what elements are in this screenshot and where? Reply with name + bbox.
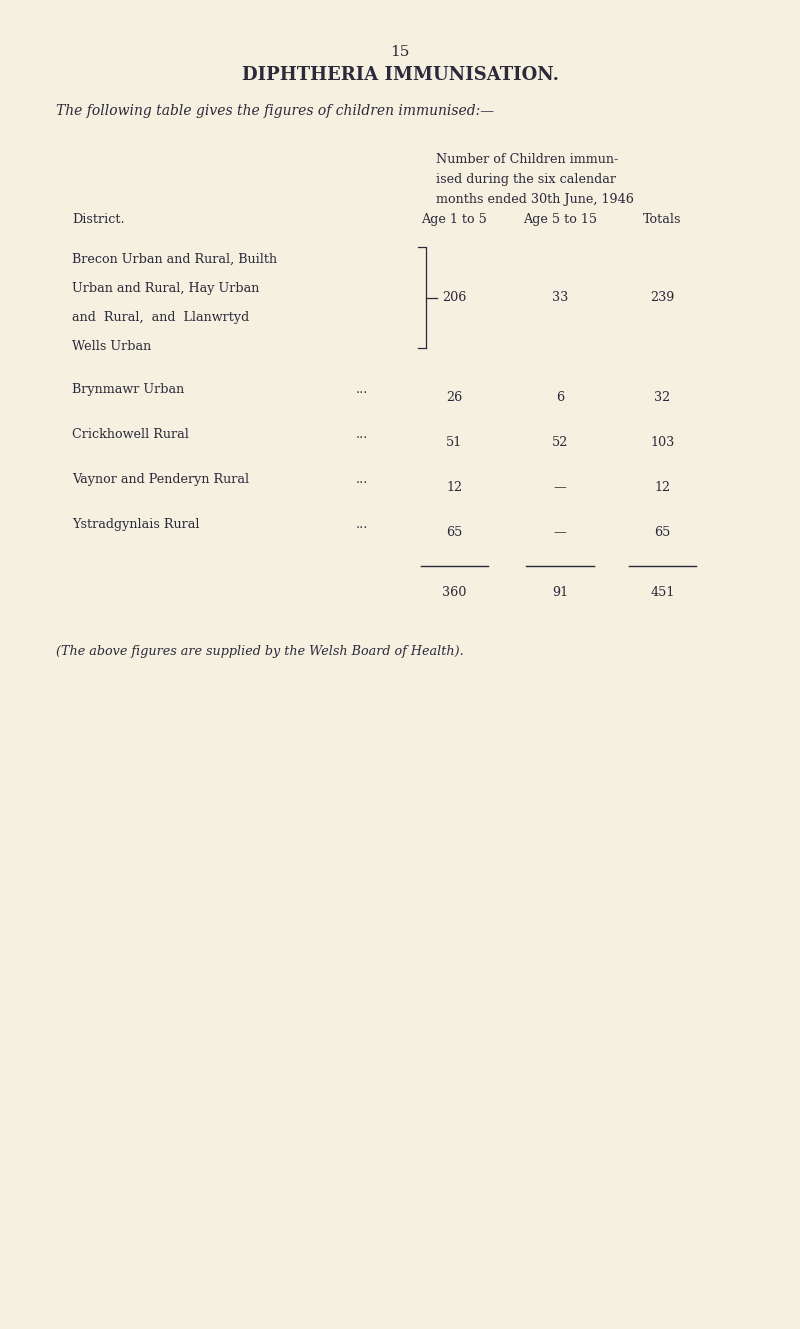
Text: ...: ... (356, 428, 368, 441)
Text: ...: ... (356, 383, 368, 396)
Text: 15: 15 (390, 45, 410, 60)
Text: (The above figures are supplied by the Welsh Board of Health).: (The above figures are supplied by the W… (56, 645, 464, 658)
Text: 103: 103 (650, 436, 674, 449)
Text: —: — (554, 481, 566, 494)
Text: Urban and Rural, Hay Urban: Urban and Rural, Hay Urban (72, 282, 259, 295)
Text: 26: 26 (446, 391, 462, 404)
Text: 451: 451 (650, 586, 674, 599)
Text: DIPHTHERIA IMMUNISATION.: DIPHTHERIA IMMUNISATION. (242, 66, 558, 85)
Text: 12: 12 (446, 481, 462, 494)
Text: 51: 51 (446, 436, 462, 449)
Text: 32: 32 (654, 391, 670, 404)
Text: 65: 65 (654, 526, 670, 540)
Text: 239: 239 (650, 291, 674, 304)
Text: Crickhowell Rural: Crickhowell Rural (72, 428, 189, 441)
Text: Age 5 to 15: Age 5 to 15 (523, 213, 597, 226)
Text: Vaynor and Penderyn Rural: Vaynor and Penderyn Rural (72, 473, 249, 486)
Text: 33: 33 (552, 291, 568, 304)
Text: Age 1 to 5: Age 1 to 5 (422, 213, 487, 226)
Text: ised during the six calendar: ised during the six calendar (436, 173, 616, 186)
Text: Brynmawr Urban: Brynmawr Urban (72, 383, 184, 396)
Text: 65: 65 (446, 526, 462, 540)
Text: 6: 6 (556, 391, 564, 404)
Text: Brecon Urban and Rural, Builth: Brecon Urban and Rural, Builth (72, 253, 277, 266)
Text: Totals: Totals (643, 213, 682, 226)
Text: months ended 30th June, 1946: months ended 30th June, 1946 (436, 193, 634, 206)
Text: Ystradgynlais Rural: Ystradgynlais Rural (72, 518, 199, 532)
Text: 206: 206 (442, 291, 466, 304)
Text: 12: 12 (654, 481, 670, 494)
Text: 360: 360 (442, 586, 466, 599)
Text: 52: 52 (552, 436, 568, 449)
Text: ...: ... (356, 518, 368, 532)
Text: ...: ... (356, 473, 368, 486)
Text: —: — (554, 526, 566, 540)
Text: The following table gives the figures of children immunised:—: The following table gives the figures of… (56, 104, 494, 118)
Text: and  Rural,  and  Llanwrtyd: and Rural, and Llanwrtyd (72, 311, 250, 324)
Text: 91: 91 (552, 586, 568, 599)
Text: District.: District. (72, 213, 125, 226)
Text: Number of Children immun-: Number of Children immun- (436, 153, 618, 166)
Text: Wells Urban: Wells Urban (72, 340, 151, 354)
